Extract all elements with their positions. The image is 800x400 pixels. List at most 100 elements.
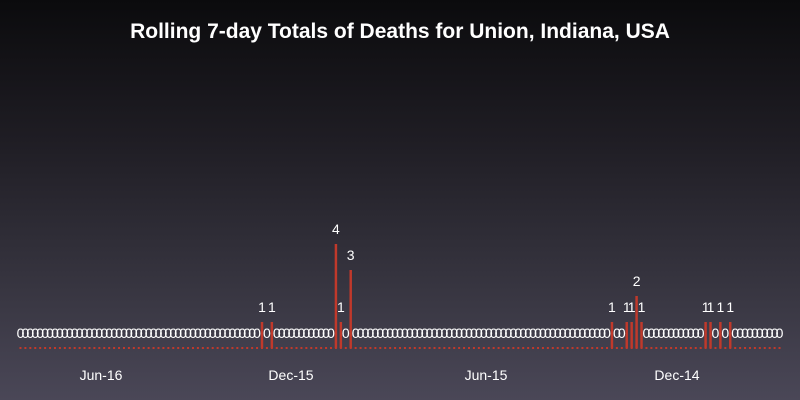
bar-value-label: 0: [352, 325, 360, 341]
bar-value-label: 0: [539, 325, 547, 341]
bar-value-label: 0: [184, 325, 192, 341]
baseline-dot: [359, 347, 362, 349]
bar-value-label: 0: [81, 325, 89, 341]
bar-value-label: 0: [652, 325, 660, 341]
bar-value-label: 0: [135, 325, 143, 341]
baseline-dot: [325, 347, 328, 349]
bar-value-label: 0: [401, 325, 409, 341]
baseline-dot: [44, 347, 47, 349]
baseline-dot: [300, 347, 303, 349]
baseline-dot: [265, 347, 268, 349]
baseline-dot: [354, 347, 357, 349]
baseline-dot: [122, 347, 125, 349]
bar-value-label: 0: [445, 325, 453, 341]
baseline-dot: [566, 347, 569, 349]
bar-value-label: 0: [436, 325, 444, 341]
baseline-dot: [418, 347, 421, 349]
baseline-dot: [206, 347, 209, 349]
x-tick-label: Jun-16: [80, 367, 123, 383]
bar-value-label: 1: [716, 299, 724, 315]
baseline-dot: [571, 347, 574, 349]
bar-value-label: 0: [169, 325, 177, 341]
baseline-dot: [142, 347, 145, 349]
bar-value-label: 0: [465, 325, 473, 341]
bar-value-label: 0: [150, 325, 158, 341]
bar-value-label: 0: [224, 325, 232, 341]
bar-value-label: 0: [426, 325, 434, 341]
baseline-dot: [256, 347, 259, 349]
bar-value-label: 0: [140, 325, 148, 341]
bar-value-label: 0: [120, 325, 128, 341]
baseline-dot: [675, 347, 678, 349]
baseline-dot: [586, 347, 589, 349]
bar-value-label: 0: [293, 325, 301, 341]
bar-value-label: 0: [391, 325, 399, 341]
bar-value-label: 0: [534, 325, 542, 341]
bar-value-label: 0: [322, 325, 330, 341]
baseline-dot: [453, 347, 456, 349]
bar-value-label: 0: [564, 325, 572, 341]
baseline-dot: [443, 347, 446, 349]
baseline-dot: [315, 347, 318, 349]
baseline-dot: [152, 347, 155, 349]
bar-value-label: 0: [396, 325, 404, 341]
bar-value-label: 0: [509, 325, 517, 341]
bar-value-label: 0: [194, 325, 202, 341]
bar: [270, 322, 274, 348]
bar-value-label: 0: [554, 325, 562, 341]
bar-value-label: 0: [100, 325, 108, 341]
bar-value-label: 1: [268, 299, 276, 315]
baseline-dot: [216, 347, 219, 349]
baseline-dot: [389, 347, 392, 349]
bar-value-label: 0: [495, 325, 503, 341]
bar-value-label: 0: [233, 325, 241, 341]
bar-value-label: 0: [125, 325, 133, 341]
bar-value-label: 0: [56, 325, 64, 341]
bar-value-label: 0: [613, 325, 621, 341]
bar-value-label: 0: [229, 325, 237, 341]
bar-value-label: 0: [667, 325, 675, 341]
bar-value-label: 0: [677, 325, 685, 341]
bar-value-label: 0: [288, 325, 296, 341]
bar-value-label: 0: [687, 325, 695, 341]
bar-value-label: 0: [746, 325, 754, 341]
baseline-dot: [374, 347, 377, 349]
baseline-dot: [487, 347, 490, 349]
x-tick-label: Dec-14: [654, 367, 699, 383]
baseline-dot: [650, 347, 653, 349]
bar-value-label: 0: [588, 325, 596, 341]
baseline-dot: [187, 347, 190, 349]
bar: [339, 322, 343, 348]
baseline-dot: [778, 347, 781, 349]
bar-value-label: 0: [603, 325, 611, 341]
baseline-dot: [394, 347, 397, 349]
bar-value-label: 0: [371, 325, 379, 341]
bar-value-label: 0: [549, 325, 557, 341]
bar-value-label: 0: [416, 325, 424, 341]
bar-value-label: 0: [76, 325, 84, 341]
bar-value-label: 0: [46, 325, 54, 341]
baseline-dot: [694, 347, 697, 349]
baseline-dot: [275, 347, 278, 349]
baseline-dot: [58, 347, 61, 349]
bar-value-label: 0: [115, 325, 123, 341]
bar-value-label: 0: [26, 325, 34, 341]
bar-value-label: 1: [628, 299, 636, 315]
baseline-dot: [147, 347, 150, 349]
bar-value-label: 0: [376, 325, 384, 341]
bar-value-label: 0: [682, 325, 690, 341]
bar: [610, 322, 614, 348]
baseline-dot: [581, 347, 584, 349]
bar-value-label: 0: [751, 325, 759, 341]
bar-value-label: 1: [638, 299, 646, 315]
baseline-dot: [226, 347, 229, 349]
bar-value-label: 0: [431, 325, 439, 341]
bar-value-label: 0: [302, 325, 310, 341]
bar-value-label: 0: [776, 325, 784, 341]
bar-value-label: 0: [712, 325, 720, 341]
bar-value-label: 0: [657, 325, 665, 341]
baseline-dot: [93, 347, 96, 349]
baseline-dot: [19, 347, 22, 349]
bar-value-label: 0: [485, 325, 493, 341]
bar-value-label: 0: [283, 325, 291, 341]
